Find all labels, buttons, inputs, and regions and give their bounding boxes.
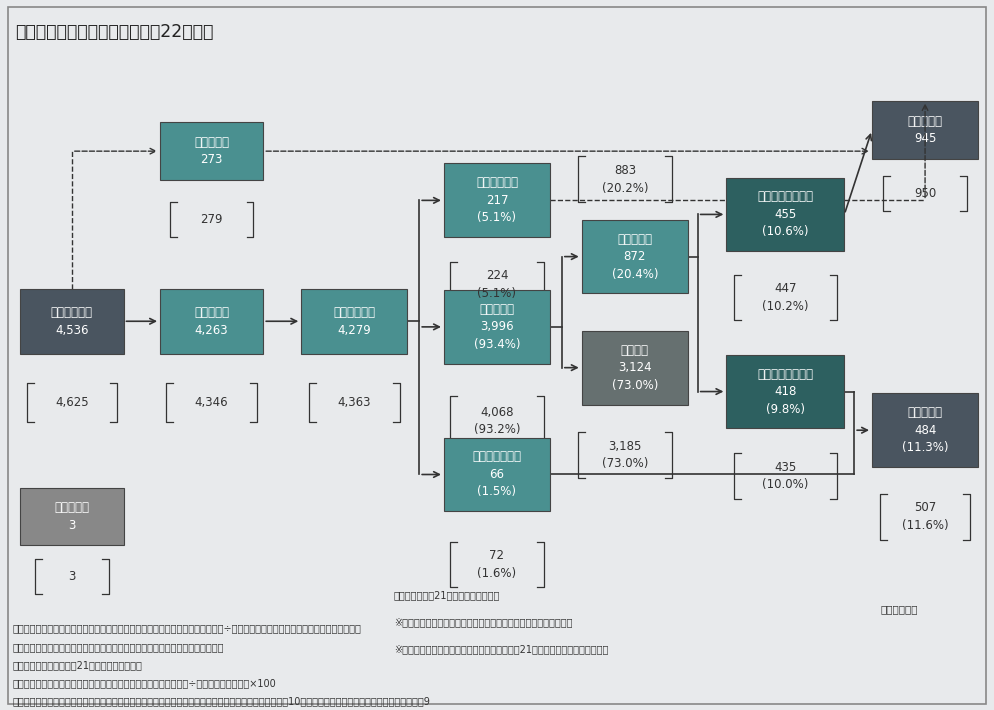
FancyBboxPatch shape bbox=[872, 102, 978, 159]
Text: 4,346: 4,346 bbox=[195, 396, 229, 409]
Text: 直接資源化量
217
(5.1%): 直接資源化量 217 (5.1%) bbox=[476, 176, 518, 224]
FancyBboxPatch shape bbox=[727, 355, 844, 428]
Text: 224
(5.1%): 224 (5.1%) bbox=[477, 270, 517, 300]
Text: 自家処理量
3: 自家処理量 3 bbox=[55, 501, 89, 532]
FancyBboxPatch shape bbox=[444, 437, 550, 511]
Text: 447
(10.2%): 447 (10.2%) bbox=[762, 282, 808, 312]
FancyBboxPatch shape bbox=[20, 289, 123, 354]
Text: 計画処理量
4,263: 計画処理量 4,263 bbox=[194, 306, 230, 337]
Text: ※（　）は総処理量に占める割合を示す（平成21年度数値についても同様）。: ※（ ）は総処理量に占める割合を示す（平成21年度数値についても同様）。 bbox=[394, 644, 608, 654]
Text: 処理後最終処分量
418
(9.8%): 処理後最終処分量 418 (9.8%) bbox=[757, 368, 813, 415]
Text: 4,625: 4,625 bbox=[55, 396, 88, 409]
Text: 注１：計画誤差等により、「計画処理量」と「ごみの総処理量」（＝中間処理量÷直接最終処分量＋直接資源化量）は一致しない。: 注１：計画誤差等により、「計画処理量」と「ごみの総処理量」（＝中間処理量÷直接最… bbox=[13, 623, 362, 633]
Text: 中間処理量
3,996
(93.4%): 中間処理量 3,996 (93.4%) bbox=[474, 303, 520, 351]
Text: 単位：万トン: 単位：万トン bbox=[881, 604, 918, 615]
Text: ごみ総排出量
4,536: ごみ総排出量 4,536 bbox=[51, 306, 92, 337]
FancyBboxPatch shape bbox=[581, 219, 688, 293]
Text: ３：［　　］内は平成21年度の数値を示す。: ３：［ ］内は平成21年度の数値を示す。 bbox=[13, 660, 143, 670]
Text: 3,185
(73.0%): 3,185 (73.0%) bbox=[601, 439, 648, 470]
FancyBboxPatch shape bbox=[160, 289, 263, 354]
FancyBboxPatch shape bbox=[20, 488, 123, 545]
Text: 直接最終処分量
66
(1.5%): 直接最終処分量 66 (1.5%) bbox=[472, 450, 522, 498]
Text: 集団回収量
273: 集団回収量 273 bbox=[194, 136, 230, 166]
Text: 4,363: 4,363 bbox=[338, 396, 371, 409]
Text: ４：減量処理率（％）＝［（中間処理量）＋（直接資源化量）］÷（ごみの総処理量）×100: ４：減量処理率（％）＝［（中間処理量）＋（直接資源化量）］÷（ごみの総処理量）×… bbox=[13, 678, 276, 688]
FancyBboxPatch shape bbox=[444, 290, 550, 364]
Text: 減量化量
3,124
(73.0%): 減量化量 3,124 (73.0%) bbox=[611, 344, 658, 392]
Text: 全国のごみ処理のフロー（平成22年度）: 全国のごみ処理のフロー（平成22年度） bbox=[15, 23, 213, 40]
Text: ※数値は、四捨五入してあるため合計値が一致しない場合がある。: ※数値は、四捨五入してあるため合計値が一致しない場合がある。 bbox=[394, 617, 573, 627]
FancyBboxPatch shape bbox=[160, 122, 263, 180]
FancyBboxPatch shape bbox=[727, 178, 844, 251]
Text: 処理残渣量
872
(20.4%): 処理残渣量 872 (20.4%) bbox=[611, 233, 658, 280]
FancyBboxPatch shape bbox=[581, 331, 688, 405]
Text: 435
(10.0%): 435 (10.0%) bbox=[762, 461, 808, 491]
Text: 279: 279 bbox=[201, 213, 223, 226]
Text: 883
(20.2%): 883 (20.2%) bbox=[601, 164, 648, 195]
Text: ２：各項目の数値は、四捨五入してあるため合計値が一致しない場合がある。: ２：各項目の数値は、四捨五入してあるため合計値が一致しない場合がある。 bbox=[13, 642, 225, 652]
Text: 950: 950 bbox=[913, 187, 936, 200]
Text: 507
(11.6%): 507 (11.6%) bbox=[902, 501, 948, 532]
Text: ［　］内は平成21年度の数値を表す。: ［ ］内は平成21年度の数値を表す。 bbox=[394, 591, 500, 601]
Text: 72
(1.6%): 72 (1.6%) bbox=[477, 550, 517, 579]
Text: ５：「直接資源化」とは、資源化等を行う施設を経ずに直接再生業者等に搬入されるものであり、平成10年度実績調査より新たに設けられた項目、平成9: ５：「直接資源化」とは、資源化等を行う施設を経ずに直接再生業者等に搬入されるもの… bbox=[13, 697, 430, 706]
Text: 処理後再生利用量
455
(10.6%): 処理後再生利用量 455 (10.6%) bbox=[757, 190, 813, 239]
Text: 最終処分量
484
(11.3%): 最終処分量 484 (11.3%) bbox=[902, 406, 948, 454]
Text: 4,068
(93.2%): 4,068 (93.2%) bbox=[474, 406, 520, 437]
Text: ごみ総処理量
4,279: ごみ総処理量 4,279 bbox=[333, 306, 376, 337]
FancyBboxPatch shape bbox=[444, 163, 550, 237]
Text: 3: 3 bbox=[69, 570, 76, 583]
FancyBboxPatch shape bbox=[301, 289, 408, 354]
FancyBboxPatch shape bbox=[872, 393, 978, 467]
Text: 総資源化量
945: 総資源化量 945 bbox=[908, 115, 942, 146]
